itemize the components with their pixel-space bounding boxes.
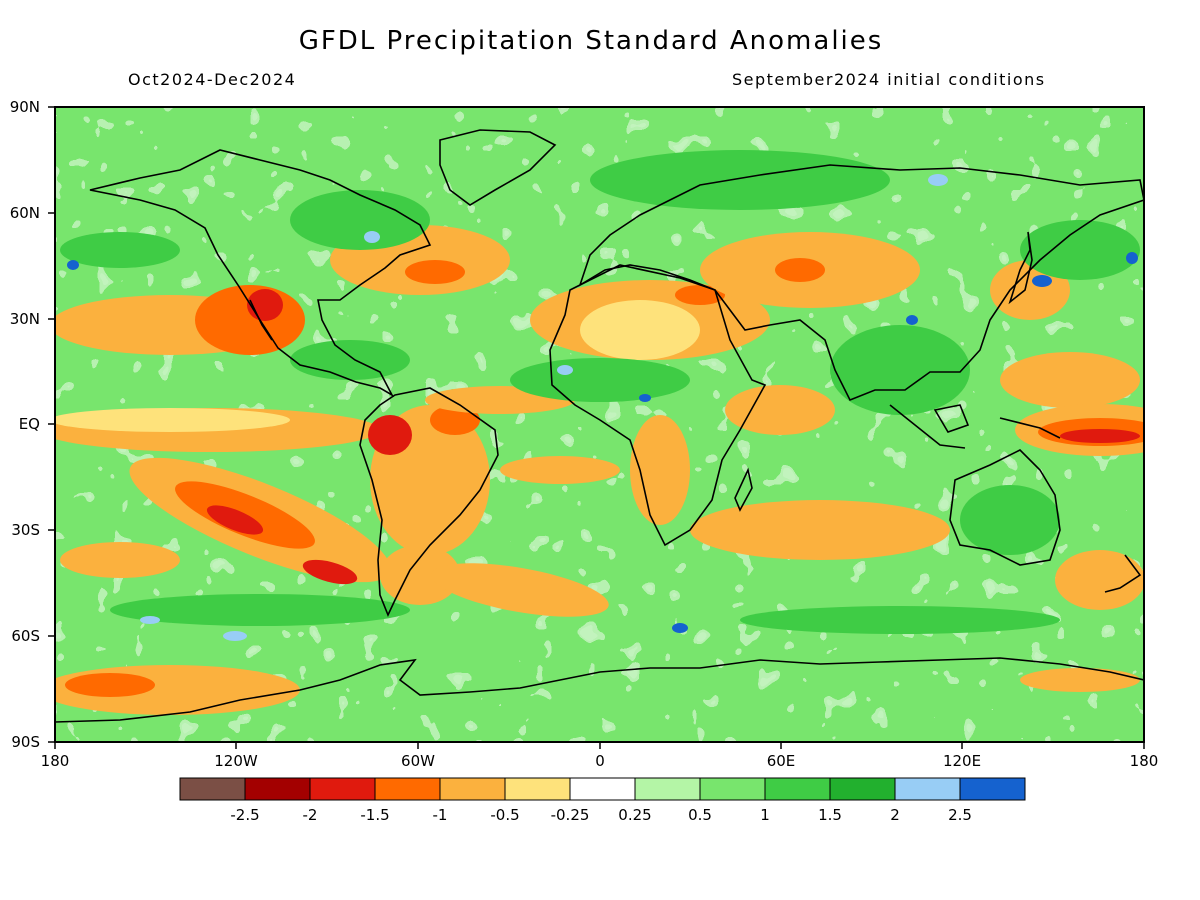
colorbar-label: 0.5 [688,806,712,824]
colorbar-swatch [699,777,766,801]
colorbar-swatch [634,777,701,801]
colorbar-swatch [764,777,831,801]
lat-label: 30S [11,521,40,539]
lon-label: 0 [595,752,605,770]
colorbar-swatch [959,777,1026,801]
colorbar-labels: -2.5 -2 -1.5 -1 -0.5 -0.25 0.25 0.5 1 1.5 2 2.5 [230,806,972,824]
colorbar-label: 1 [760,806,770,824]
colorbar-label: 1.5 [818,806,842,824]
lat-ticks [48,106,55,743]
lon-label: 60W [401,752,435,770]
lat-labels: 90N 60N 30N EQ 30S 60S 90S [10,98,40,751]
coastlines [55,129,1144,723]
lon-label: 60E [767,752,796,770]
colorbar-swatch [504,777,571,801]
colorbar-label: -1 [433,806,448,824]
map-title: GFDL Precipitation Standard Anomalies [298,26,884,56]
colorbar-label: 2 [890,806,900,824]
lon-label: 180 [41,752,70,770]
lat-label: 90S [11,733,40,751]
lat-label: 30N [10,310,40,328]
colorbar-label: -2.5 [230,806,259,824]
colorbar-label: 0.25 [618,806,651,824]
lon-ticks [54,742,1145,749]
colorbar-swatch [309,777,376,801]
colorbar-label: -0.25 [551,806,590,824]
lat-label: 90N [10,98,40,116]
lon-label: 120W [214,752,258,770]
colorbar-label: 2.5 [948,806,972,824]
lat-label: 60S [11,627,40,645]
colorbar-label: -0.5 [490,806,519,824]
colorbar-swatch [374,777,441,801]
lon-label: 120E [943,752,981,770]
colorbar-swatch [894,777,961,801]
colorbar-swatch [244,777,311,801]
colorbar-swatch [439,777,506,801]
anomaly-field [55,107,1144,742]
colorbar-label: -2 [303,806,318,824]
colorbar [179,777,1026,801]
lat-label: 60N [10,204,40,222]
lon-labels: 180 120W 60W 0 60E 120E 180 [41,752,1159,770]
colorbar-swatch [829,777,896,801]
lat-label: EQ [19,415,40,433]
colorbar-label: -1.5 [360,806,389,824]
lon-label: 180 [1130,752,1159,770]
initial-conditions: September2024 initial conditions [732,70,1046,89]
colorbar-swatch [569,777,636,801]
forecast-period: Oct2024-Dec2024 [128,70,297,89]
colorbar-swatch [179,777,246,801]
